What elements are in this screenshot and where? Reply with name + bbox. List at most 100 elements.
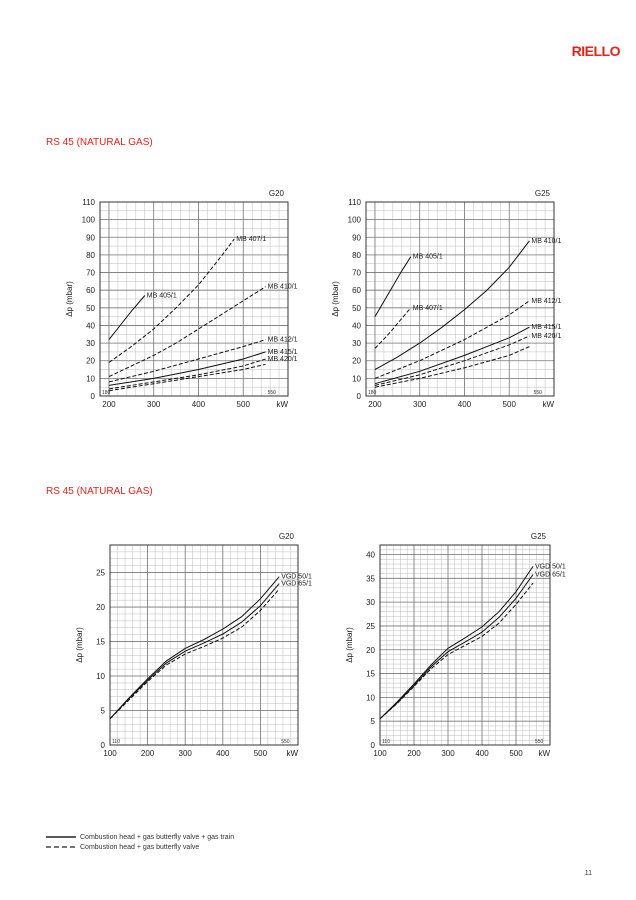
series-label: MB 420/1 (268, 356, 298, 363)
range-marker-label: 550 (268, 390, 277, 396)
y-tick-label: 60 (86, 286, 95, 295)
x-axis-label: kW (276, 400, 288, 409)
y-tick-label: 20 (86, 357, 95, 366)
x-tick-label: 400 (458, 400, 472, 409)
series-label: MB 405/1 (147, 292, 177, 299)
series-label: MB 420/1 (531, 333, 561, 340)
y-tick-label: 0 (101, 741, 106, 750)
x-axis-label: kW (542, 400, 554, 409)
chart-title: G25 (531, 532, 547, 541)
y-tick-label: 5 (371, 717, 376, 726)
legend: Combustion head + gas butterfly valve + … (46, 832, 234, 852)
y-tick-label: 100 (82, 216, 96, 225)
series-label: VGD 65/1 (535, 572, 566, 579)
x-tick-label: 300 (413, 400, 427, 409)
y-tick-label: 80 (352, 251, 361, 260)
series-line (379, 574, 534, 720)
y-tick-label: 35 (366, 574, 375, 583)
y-tick-label: 10 (86, 374, 95, 383)
y-tick-label: 0 (357, 392, 362, 401)
series-label: MB 410/1 (268, 284, 298, 291)
y-tick-label: 60 (352, 286, 361, 295)
range-marker-label: 180 (102, 390, 111, 396)
chart-mb-g25: 0 10 20 30 40 50 60 70 80 90 100 110 200 300 400 500 kW Δ… (331, 189, 561, 409)
series-line (108, 238, 235, 363)
series-line (109, 583, 280, 720)
brand-logo: RIELLO (571, 43, 621, 59)
series-line (374, 240, 530, 370)
y-tick-label: 80 (86, 251, 95, 260)
x-tick-label: 200 (368, 400, 382, 409)
y-tick-label: 15 (96, 638, 105, 647)
y-tick-label: 90 (86, 233, 95, 242)
y-tick-label: 0 (91, 392, 96, 401)
y-tick-label: 70 (352, 269, 361, 278)
y-tick-label: 10 (96, 672, 105, 681)
y-tick-label: 100 (348, 216, 362, 225)
plot-frame (109, 544, 299, 746)
y-tick-label: 30 (86, 339, 95, 348)
y-tick-label: 90 (352, 233, 361, 242)
series-line (374, 326, 530, 385)
series-line (379, 566, 534, 720)
y-tick-label: 5 (101, 707, 106, 716)
y-tick-label: 50 (86, 304, 95, 313)
legend-dashed-swatch (46, 846, 76, 848)
x-tick-label: 500 (254, 749, 268, 758)
grid (109, 544, 299, 746)
x-tick-label: 200 (407, 749, 421, 758)
plot-frame (379, 544, 551, 746)
x-axis-label: kW (286, 749, 298, 758)
y-axis-label: Δp (mbar) (75, 627, 84, 663)
series-label: MB 412/1 (531, 298, 561, 305)
x-tick-label: 500 (503, 400, 517, 409)
y-tick-label: 20 (96, 603, 105, 612)
y-tick-label: 110 (348, 198, 361, 207)
series-line (108, 286, 266, 378)
chart-mb-g20: 0 10 20 30 40 50 60 70 80 90 100 110 200 300 400 500 kW Δ… (65, 189, 298, 409)
y-tick-label: 40 (366, 551, 375, 560)
series-line (108, 358, 266, 390)
y-tick-label: 0 (371, 741, 376, 750)
series-line (374, 300, 530, 379)
range-marker-label: 180 (368, 390, 377, 396)
series-label: MB 405/1 (413, 254, 443, 261)
x-tick-label: 400 (192, 400, 206, 409)
series-line (374, 256, 412, 317)
y-axis-label: Δp (mbar) (331, 281, 340, 317)
legend-solid-swatch (46, 836, 76, 838)
x-tick-label: 300 (147, 400, 161, 409)
legend-label: Combustion head + gas butterfly valve + … (80, 833, 235, 841)
legend-label: Combustion head + gas butterfly valve (80, 843, 200, 851)
y-tick-label: 40 (86, 321, 95, 330)
series-line (108, 363, 266, 392)
x-axis-label: kW (538, 749, 550, 758)
series-line (374, 346, 530, 388)
y-tick-label: 20 (366, 646, 375, 655)
x-tick-label: 300 (179, 749, 193, 758)
y-tick-label: 10 (352, 374, 361, 383)
series-line (108, 339, 266, 383)
series-label: VGD 50/1 (535, 563, 566, 570)
chart-title: G25 (535, 189, 551, 198)
series-label: MB 407/1 (413, 305, 443, 312)
series-line (109, 588, 280, 720)
grid (379, 544, 551, 746)
y-tick-label: 25 (96, 569, 105, 578)
y-tick-label: 30 (366, 598, 375, 607)
grid (99, 201, 289, 397)
chart-vgd-g25: 0 5 10 15 20 25 30 35 40 100 200 300 400 500 kW Δp (mba… (345, 532, 566, 758)
series-label: VGD 65/1 (281, 581, 312, 588)
series-label: MB 412/1 (268, 337, 298, 344)
section-title-vgd: RS 45 (NATURAL GAS) (46, 486, 153, 497)
grid (365, 201, 555, 397)
series-label: MB 407/1 (236, 236, 266, 243)
section-title-mb: RS 45 (NATURAL GAS) (46, 137, 153, 148)
chart-vgd-g20: 0 5 10 15 20 25 100 200 300 400 500 kW Δp (mbar) G20 1… (75, 532, 312, 758)
y-tick-label: 110 (82, 198, 95, 207)
chart-title: G20 (269, 189, 285, 198)
legend-item-dashed: Combustion head + gas butterfly valve (46, 842, 234, 852)
x-tick-label: 200 (102, 400, 116, 409)
y-tick-label: 10 (366, 693, 375, 702)
series-line (108, 295, 146, 340)
